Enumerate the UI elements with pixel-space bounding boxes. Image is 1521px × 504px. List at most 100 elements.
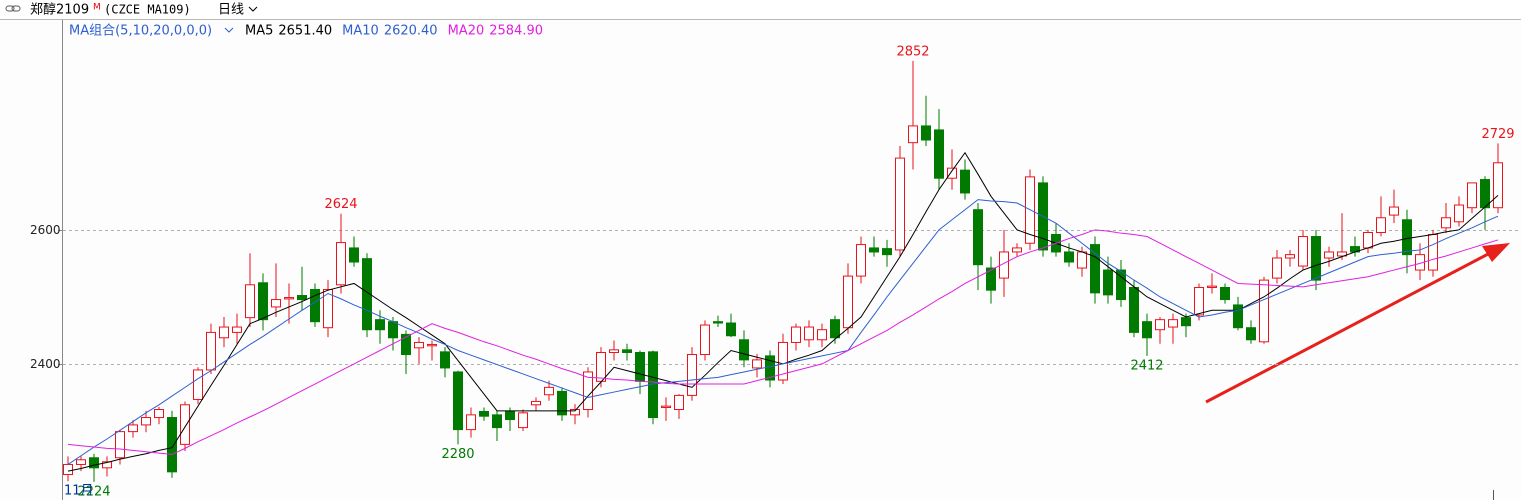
candle-body [1259, 279, 1269, 343]
candle-body [570, 408, 580, 416]
candle-body [245, 284, 255, 319]
legend-value: 2584.90 [489, 24, 543, 39]
candle-body [271, 299, 281, 308]
candle-body [440, 351, 450, 369]
toolbar [0, 0, 1521, 19]
candle-body [739, 339, 749, 361]
candle-body [544, 386, 554, 396]
candle-body [856, 244, 866, 277]
candle-body [1389, 206, 1399, 216]
candle-body [895, 157, 905, 251]
candle-body [1454, 204, 1464, 223]
candle-body [674, 394, 684, 410]
candle-body [427, 343, 437, 347]
candle-body [1324, 251, 1334, 259]
candle-body [1272, 257, 1282, 279]
trend-arrow [1205, 243, 1510, 404]
candle-body [726, 322, 736, 337]
candle-body [1194, 286, 1204, 316]
candle-body [635, 352, 645, 382]
candle-body [1363, 232, 1373, 249]
low-label: 2224 [77, 484, 110, 499]
candle-body [557, 390, 567, 416]
candle-body [232, 326, 242, 333]
candle-body [1155, 319, 1165, 331]
dropdown-arrow[interactable] [224, 27, 234, 33]
candle-body [1285, 254, 1295, 259]
candle-body [193, 369, 203, 400]
candle-body [609, 349, 619, 354]
candle-body [1311, 236, 1321, 281]
candle-body [1246, 327, 1256, 341]
candle-body [479, 411, 489, 417]
candle-body [154, 408, 164, 419]
candle-body [1376, 217, 1386, 234]
candle-body [167, 417, 177, 473]
candle-body [1337, 251, 1347, 257]
candle-body [141, 417, 151, 426]
legend-value: 2651.40 [278, 24, 332, 39]
candle-body [115, 431, 125, 459]
candle-body [284, 297, 294, 300]
legend-value: 2620.40 [384, 24, 438, 39]
low-label: 2280 [441, 447, 474, 462]
candle-body [1480, 179, 1490, 209]
candle-body [1168, 319, 1178, 328]
candle-body [1012, 247, 1022, 253]
indicator-selector[interactable]: MA组合(5,10,20,0,0,0) [69, 24, 212, 39]
candle-body [1428, 234, 1438, 271]
candle-body [1207, 285, 1217, 288]
legend-name: MA20 [448, 24, 485, 39]
candle-body [1103, 269, 1113, 296]
candle-body [622, 349, 632, 354]
candle-body [453, 371, 463, 431]
candle-body [1077, 251, 1087, 269]
candle-body [1064, 251, 1074, 263]
candle-body [1467, 182, 1477, 209]
candle-body [518, 412, 528, 429]
low-label: 2412 [1130, 358, 1163, 373]
candle-body [687, 354, 697, 396]
candle-body [960, 169, 970, 194]
candle-body [349, 247, 359, 263]
symbol-code: (CZCE MA109) [104, 3, 191, 17]
candle-body [661, 405, 671, 408]
candle-body [934, 129, 944, 179]
candle-body [492, 414, 502, 429]
candle-body [1493, 162, 1503, 209]
candle-body [375, 319, 385, 331]
candle-body [1233, 304, 1243, 329]
candle-body [297, 295, 307, 301]
candle-body [817, 329, 827, 341]
candle-body [921, 125, 931, 141]
candle-body [1220, 286, 1230, 301]
period-selector[interactable]: 日线 [218, 3, 244, 18]
candle-body [713, 321, 723, 324]
y-tick-label: 2400 [30, 357, 61, 371]
high-label: 2729 [1481, 127, 1514, 142]
candle-body [505, 411, 515, 421]
dropdown-arrow[interactable] [248, 6, 258, 12]
candle-body [102, 461, 112, 469]
candle-body [63, 463, 73, 476]
legend-name: MA10 [342, 24, 379, 39]
candle-body [1402, 219, 1412, 256]
high-label: 2624 [324, 197, 357, 212]
candle-body [466, 414, 476, 431]
candle-body [1090, 244, 1100, 294]
candle-body [752, 359, 762, 369]
candle-body [791, 326, 801, 343]
candle-body [882, 248, 892, 256]
candle-body [1116, 269, 1126, 301]
candle-body [258, 282, 268, 321]
candle-body [973, 209, 983, 266]
candle-body [908, 125, 918, 144]
candle-body [843, 275, 853, 329]
link-icon[interactable] [5, 5, 21, 12]
candle-body [1142, 321, 1152, 339]
candle-body [986, 267, 996, 291]
candle-body [219, 326, 229, 339]
candle-body [830, 319, 840, 339]
